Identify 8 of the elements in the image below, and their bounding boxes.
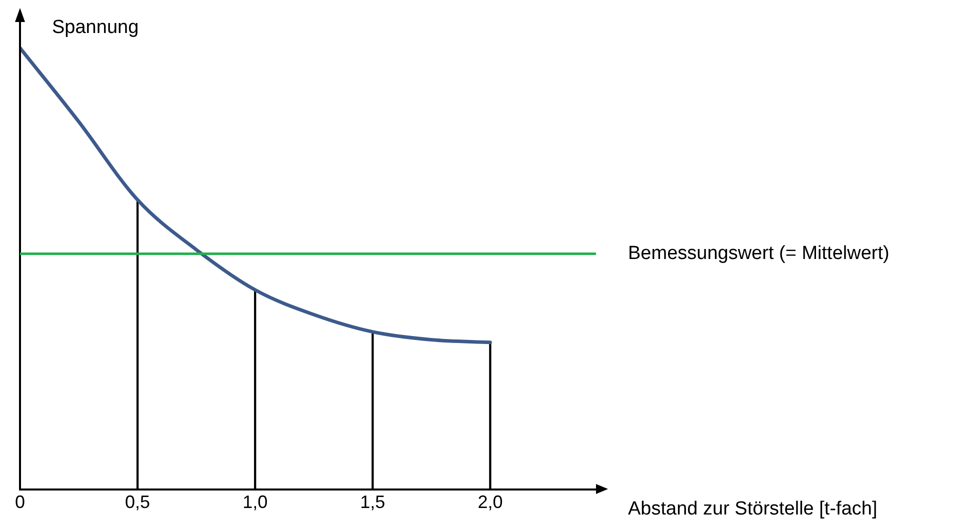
x-axis-title: Abstand zur Störstelle [t-fach] — [628, 498, 878, 520]
x-tick-label: 0,5 — [125, 492, 150, 512]
ref-line-label: Bemessungswert (= Mittelwert) — [628, 242, 890, 264]
x-tick-label: 1,0 — [242, 492, 268, 512]
x-tick-label: 0 — [14, 492, 26, 512]
y-axis-title: Spannung — [52, 17, 139, 38]
x-tick-label: 2,0 — [478, 492, 503, 512]
x-tick-label: 1,5 — [360, 492, 386, 512]
